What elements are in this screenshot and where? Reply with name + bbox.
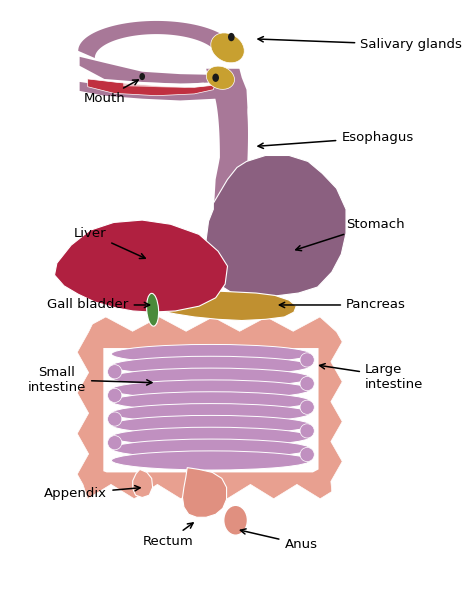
- Ellipse shape: [108, 435, 122, 450]
- Text: Pancreas: Pancreas: [279, 298, 406, 312]
- Text: Liver: Liver: [74, 227, 145, 258]
- Text: Large
intestine: Large intestine: [319, 363, 423, 390]
- Polygon shape: [151, 289, 296, 321]
- Text: Rectum: Rectum: [143, 523, 194, 548]
- Ellipse shape: [111, 416, 310, 435]
- Polygon shape: [78, 21, 235, 58]
- Text: Small
intestine: Small intestine: [27, 366, 152, 393]
- Ellipse shape: [111, 368, 310, 388]
- Polygon shape: [80, 57, 225, 84]
- Ellipse shape: [111, 427, 310, 446]
- Circle shape: [139, 73, 145, 80]
- Circle shape: [228, 33, 235, 41]
- Ellipse shape: [111, 404, 310, 423]
- Ellipse shape: [108, 388, 122, 402]
- Polygon shape: [123, 82, 204, 88]
- Ellipse shape: [300, 447, 314, 462]
- Polygon shape: [88, 79, 216, 96]
- Text: Esophagus: Esophagus: [258, 131, 413, 148]
- Text: Salivary glands: Salivary glands: [258, 36, 462, 51]
- Ellipse shape: [146, 294, 159, 326]
- Text: Gall bladder: Gall bladder: [47, 298, 150, 312]
- Text: Appendix: Appendix: [45, 486, 140, 500]
- Ellipse shape: [108, 412, 122, 426]
- Polygon shape: [80, 82, 224, 100]
- Circle shape: [212, 74, 219, 82]
- Polygon shape: [206, 69, 247, 203]
- Polygon shape: [55, 220, 228, 312]
- Circle shape: [224, 505, 247, 535]
- Ellipse shape: [211, 33, 244, 63]
- Ellipse shape: [111, 392, 310, 411]
- Ellipse shape: [300, 377, 314, 390]
- Text: Anus: Anus: [240, 529, 318, 551]
- Polygon shape: [206, 155, 346, 296]
- Text: Mouth: Mouth: [83, 80, 138, 105]
- Ellipse shape: [111, 380, 310, 399]
- Polygon shape: [103, 348, 319, 472]
- Polygon shape: [209, 83, 248, 215]
- Ellipse shape: [108, 365, 122, 379]
- Ellipse shape: [111, 439, 310, 458]
- Polygon shape: [133, 469, 153, 498]
- Polygon shape: [182, 468, 227, 517]
- Ellipse shape: [111, 344, 310, 364]
- Ellipse shape: [206, 66, 235, 89]
- Ellipse shape: [300, 353, 314, 367]
- Ellipse shape: [111, 356, 310, 376]
- Ellipse shape: [300, 424, 314, 438]
- Polygon shape: [77, 317, 342, 499]
- Text: Stomach: Stomach: [296, 218, 405, 251]
- Ellipse shape: [111, 451, 310, 470]
- Ellipse shape: [300, 400, 314, 414]
